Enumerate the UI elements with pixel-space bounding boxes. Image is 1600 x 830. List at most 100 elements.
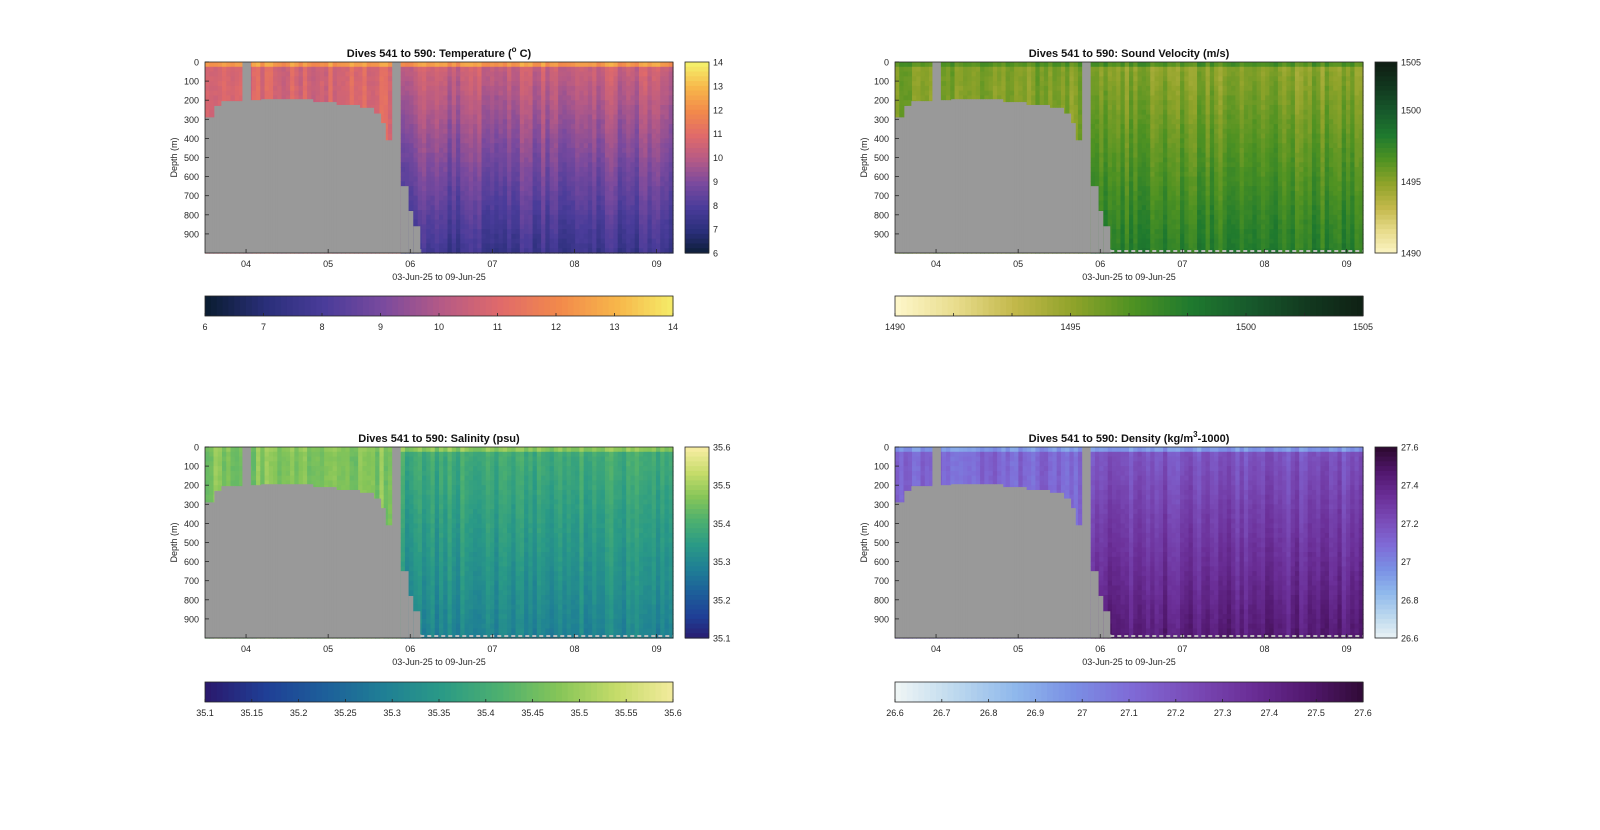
- heatmap-cell: [443, 176, 449, 182]
- heatmap-cell: [451, 109, 457, 116]
- heatmap-cell: [583, 100, 589, 106]
- heatmap-cell: [447, 229, 453, 235]
- heatmap-cell: [468, 90, 474, 97]
- heatmap-cell: [451, 195, 457, 202]
- heatmap-cell: [621, 133, 627, 140]
- heatmap-cell: [447, 62, 453, 68]
- heatmap-cell: [604, 171, 610, 178]
- heatmap-cell: [668, 195, 674, 202]
- heatmap-cell: [558, 152, 563, 159]
- heatmap-cell: [421, 233, 427, 240]
- heatmap-cell: [604, 124, 610, 130]
- heatmap-cell: [341, 85, 346, 92]
- heatmap-cell: [349, 100, 355, 106]
- heatmap-cell: [447, 66, 453, 73]
- heatmap-cell: [473, 233, 478, 240]
- heatmap-cell: [600, 104, 606, 111]
- heatmap-cell: [507, 176, 512, 182]
- heatmap-cell: [604, 229, 610, 235]
- heatmap-cell: [553, 71, 559, 77]
- heatmap-cell: [413, 95, 419, 101]
- heatmap-cell: [468, 181, 474, 187]
- heatmap-cell: [430, 181, 436, 187]
- heatmap-cell: [912, 85, 917, 92]
- heatmap-cell: [609, 66, 615, 73]
- heatmap-cell: [439, 186, 444, 192]
- heatmap-cell: [575, 195, 580, 202]
- heatmap-cell: [600, 62, 606, 68]
- heatmap-cell: [655, 200, 661, 206]
- heatmap-cell: [626, 200, 632, 206]
- colorbar-bottom-segment: [205, 296, 212, 316]
- heatmap-cell: [409, 181, 415, 187]
- heatmap-cell: [596, 248, 602, 254]
- heatmap-cell: [621, 157, 627, 163]
- heatmap-cell: [515, 114, 521, 120]
- heatmap-cell: [413, 76, 419, 82]
- heatmap-cell: [417, 181, 423, 187]
- heatmap-cell: [626, 157, 632, 163]
- heatmap-cell: [643, 85, 649, 92]
- heatmap-cell: [447, 248, 453, 254]
- heatmap-cell: [370, 100, 376, 106]
- heatmap-cell: [515, 229, 521, 235]
- heatmap-cell: [524, 114, 529, 120]
- heatmap-cell: [447, 214, 453, 221]
- heatmap-cell: [439, 152, 444, 159]
- heatmap-cell: [477, 248, 483, 254]
- heatmap-cell: [626, 76, 632, 82]
- heatmap-cell: [379, 66, 385, 73]
- colorbar-right-tick-label: 13: [713, 81, 723, 91]
- heatmap-cell: [643, 248, 649, 254]
- heatmap-cell: [336, 95, 342, 101]
- heatmap-cell: [532, 143, 538, 149]
- heatmap-cell: [426, 95, 432, 101]
- heatmap-cell: [481, 200, 487, 206]
- heatmap-cell: [545, 224, 551, 230]
- seafloor-mask-segment: [298, 99, 302, 253]
- heatmap-cell: [447, 224, 453, 230]
- heatmap-cell: [443, 100, 449, 106]
- colorbar-bottom-segment: [526, 296, 534, 316]
- heatmap-cell: [638, 195, 644, 202]
- heatmap-cell: [903, 85, 909, 92]
- heatmap-cell: [515, 176, 521, 182]
- heatmap-cell: [426, 133, 432, 140]
- heatmap-cell: [579, 119, 585, 125]
- heatmap-cell: [464, 171, 470, 178]
- heatmap-cell: [528, 104, 534, 111]
- heatmap-cell: [477, 190, 483, 197]
- heatmap-cell: [638, 100, 644, 106]
- heatmap-cell: [587, 95, 593, 101]
- heatmap-cell: [268, 62, 274, 68]
- heatmap-cell: [634, 248, 640, 254]
- heatmap-cell: [370, 95, 376, 101]
- heatmap-cell: [570, 138, 576, 144]
- heatmap-cell: [566, 195, 572, 202]
- heatmap-cell: [468, 243, 474, 249]
- heatmap-cell: [626, 147, 632, 154]
- x-tick-label: 07: [487, 259, 497, 269]
- heatmap-cell: [583, 162, 589, 168]
- heatmap-cell: [413, 124, 419, 130]
- heatmap-cell: [328, 95, 334, 101]
- heatmap-cell: [443, 171, 449, 178]
- heatmap-cell: [609, 143, 615, 149]
- heatmap-cell: [430, 90, 436, 97]
- heatmap-cell: [468, 76, 474, 82]
- heatmap-cell: [375, 66, 381, 73]
- heatmap-cell: [473, 205, 478, 211]
- heatmap-cell: [634, 167, 640, 173]
- heatmap-cell: [366, 104, 372, 111]
- heatmap-cell: [375, 71, 381, 77]
- heatmap-cell: [417, 109, 423, 116]
- heatmap-cell: [421, 181, 427, 187]
- heatmap-cell: [532, 152, 538, 159]
- heatmap-cell: [570, 109, 576, 116]
- heatmap-cell: [532, 104, 538, 111]
- heatmap-cell: [298, 66, 304, 73]
- heatmap-cell: [502, 171, 508, 178]
- heatmap-cell: [558, 81, 563, 87]
- heatmap-cell: [566, 143, 572, 149]
- heatmap-cell: [502, 181, 508, 187]
